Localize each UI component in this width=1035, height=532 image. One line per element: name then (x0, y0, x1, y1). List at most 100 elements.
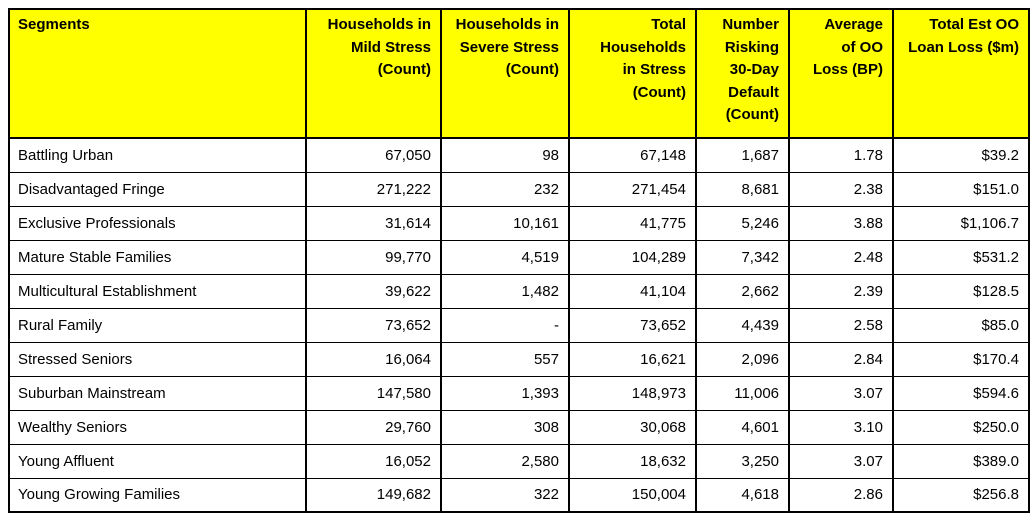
segment-name-cell: Wealthy Seniors (8, 409, 307, 445)
header-households-mild-stress: Households in Mild Stress (Count) (305, 8, 442, 139)
value-cell: 4,519 (440, 239, 570, 275)
segment-name-cell: Young Growing Families (8, 477, 307, 513)
value-cell: 16,621 (568, 341, 697, 377)
table-row: Battling Urban 67,050 98 67,148 1,687 1.78 $39… (8, 137, 1030, 173)
value-cell: 271,454 (568, 171, 697, 207)
table-row: Young Affluent 16,052 2,580 18,632 3,250 3.07… (8, 443, 1030, 479)
value-cell: 150,004 (568, 477, 697, 513)
segment-name-cell: Young Affluent (8, 443, 307, 479)
value-cell: $389.0 (892, 443, 1030, 479)
table-header: Segments Households in Mild Stress (Coun… (8, 8, 1030, 139)
value-cell: 41,775 (568, 205, 697, 241)
value-cell: 2,580 (440, 443, 570, 479)
value-cell: 3,250 (695, 443, 790, 479)
header-number-risking-default: Number Risking 30-Day Default (Count) (695, 8, 790, 139)
value-cell: 1,393 (440, 375, 570, 411)
value-cell: 5,246 (695, 205, 790, 241)
value-cell: 2.58 (788, 307, 894, 343)
value-cell: 232 (440, 171, 570, 207)
value-cell: $39.2 (892, 137, 1030, 173)
value-cell: 148,973 (568, 375, 697, 411)
value-cell: 18,632 (568, 443, 697, 479)
header-total-est-oo-loan-loss: Total Est OO Loan Loss ($m) (892, 8, 1030, 139)
segments-stress-table: Segments Households in Mild Stress (Coun… (8, 8, 1030, 513)
value-cell: 7,342 (695, 239, 790, 275)
value-cell: 322 (440, 477, 570, 513)
segment-name-cell: Suburban Mainstream (8, 375, 307, 411)
value-cell: 8,681 (695, 171, 790, 207)
table-row: Exclusive Professionals 31,614 10,161 41,77… (8, 205, 1030, 241)
value-cell: $250.0 (892, 409, 1030, 445)
value-cell: 4,439 (695, 307, 790, 343)
value-cell: 39,622 (305, 273, 442, 309)
header-average-oo-loss: Average of OO Loss (BP) (788, 8, 894, 139)
value-cell: 2,662 (695, 273, 790, 309)
value-cell: 1,482 (440, 273, 570, 309)
value-cell: 67,148 (568, 137, 697, 173)
value-cell: 98 (440, 137, 570, 173)
value-cell: 104,289 (568, 239, 697, 275)
value-cell: 2,096 (695, 341, 790, 377)
table-body: Battling Urban 67,050 98 67,148 1,687 1.78 $39… (8, 137, 1030, 513)
segment-name-cell: Rural Family (8, 307, 307, 343)
value-cell: 308 (440, 409, 570, 445)
value-cell: 4,601 (695, 409, 790, 445)
table-row: Multicultural Establishment 39,622 1,482 41… (8, 273, 1030, 309)
value-cell: 3.07 (788, 375, 894, 411)
value-cell: 41,104 (568, 273, 697, 309)
value-cell: 31,614 (305, 205, 442, 241)
value-cell: 30,068 (568, 409, 697, 445)
value-cell: $151.0 (892, 171, 1030, 207)
segment-name-cell: Disadvantaged Fringe (8, 171, 307, 207)
value-cell: $531.2 (892, 239, 1030, 275)
table-row: Young Growing Families 149,682 322 150,004 4… (8, 477, 1030, 513)
value-cell: 99,770 (305, 239, 442, 275)
segments-stress-table-container: Segments Households in Mild Stress (Coun… (8, 8, 1030, 513)
table-row: Wealthy Seniors 29,760 308 30,068 4,601 3.10 $… (8, 409, 1030, 445)
value-cell: 2.86 (788, 477, 894, 513)
segment-name-cell: Multicultural Establishment (8, 273, 307, 309)
value-cell: 2.84 (788, 341, 894, 377)
value-cell: 67,050 (305, 137, 442, 173)
value-cell: $170.4 (892, 341, 1030, 377)
header-row: Segments Households in Mild Stress (Coun… (8, 8, 1030, 139)
segment-name-cell: Stressed Seniors (8, 341, 307, 377)
value-cell: $85.0 (892, 307, 1030, 343)
table-row: Stressed Seniors 16,064 557 16,621 2,096 2.84… (8, 341, 1030, 377)
value-cell: 10,161 (440, 205, 570, 241)
header-total-households-in-stress: Total Households in Stress (Count) (568, 8, 697, 139)
value-cell: $1,106.7 (892, 205, 1030, 241)
value-cell: 3.88 (788, 205, 894, 241)
table-row: Suburban Mainstream 147,580 1,393 148,973 11… (8, 375, 1030, 411)
value-cell: 73,652 (568, 307, 697, 343)
value-cell: 1.78 (788, 137, 894, 173)
value-cell: 11,006 (695, 375, 790, 411)
table-row: Disadvantaged Fringe 271,222 232 271,454 8,6… (8, 171, 1030, 207)
segment-name-cell: Mature Stable Families (8, 239, 307, 275)
value-cell: 557 (440, 341, 570, 377)
value-cell: $256.8 (892, 477, 1030, 513)
value-cell: 2.38 (788, 171, 894, 207)
header-households-severe-stress: Households in Severe Stress (Count) (440, 8, 570, 139)
value-cell: 73,652 (305, 307, 442, 343)
table-row: Rural Family 73,652-73,652 4,439 2.58 $85.0 (8, 307, 1030, 343)
value-cell: 271,222 (305, 171, 442, 207)
value-cell: 2.48 (788, 239, 894, 275)
value-cell: $128.5 (892, 273, 1030, 309)
value-cell: 16,052 (305, 443, 442, 479)
value-cell: 3.10 (788, 409, 894, 445)
table-row: Mature Stable Families 99,770 4,519 104,289… (8, 239, 1030, 275)
value-cell: 2.39 (788, 273, 894, 309)
value-cell: 147,580 (305, 375, 442, 411)
value-cell: 1,687 (695, 137, 790, 173)
value-cell: - (440, 307, 570, 343)
value-cell: 149,682 (305, 477, 442, 513)
value-cell: $594.6 (892, 375, 1030, 411)
header-segments: Segments (8, 8, 307, 139)
value-cell: 16,064 (305, 341, 442, 377)
value-cell: 3.07 (788, 443, 894, 479)
value-cell: 4,618 (695, 477, 790, 513)
value-cell: 29,760 (305, 409, 442, 445)
segment-name-cell: Exclusive Professionals (8, 205, 307, 241)
segment-name-cell: Battling Urban (8, 137, 307, 173)
